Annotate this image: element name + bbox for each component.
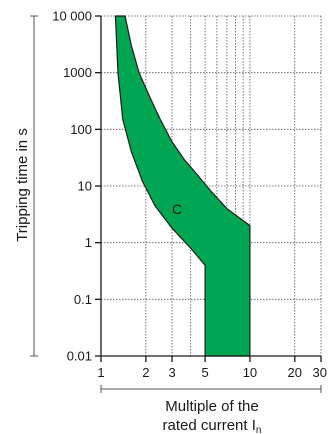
x-axis-title-line1: Multiple of the bbox=[165, 398, 258, 415]
tripping-band-c bbox=[114, 15, 251, 357]
x-axis-title-main: rated current I bbox=[163, 417, 256, 434]
y-tick-label: 1 bbox=[85, 235, 92, 250]
y-tick-label: 1000 bbox=[63, 65, 92, 80]
x-axis-title-line2: rated current In bbox=[163, 417, 262, 434]
y-tick-label: 10 bbox=[78, 179, 92, 194]
y-tick-label: 0.1 bbox=[74, 292, 92, 307]
y-axis-bracket bbox=[30, 15, 38, 357]
x-axis-bracket bbox=[100, 385, 322, 393]
x-tick-label: 30 bbox=[313, 365, 327, 380]
region-layer bbox=[114, 15, 251, 357]
x-tick-label: 2 bbox=[142, 365, 149, 380]
y-tick-label: 0.01 bbox=[67, 349, 92, 364]
tick-label-layer: 0.01 0.1 1 10 100 1000 10 000 1 2 3 5 10 20 30 bbox=[52, 9, 327, 381]
y-axis-title: Tripping time in s bbox=[14, 128, 31, 242]
x-tick-label: 3 bbox=[168, 365, 175, 380]
region-label-c: C bbox=[172, 201, 182, 217]
y-tick-label: 10 000 bbox=[52, 9, 92, 24]
x-tick-label: 1 bbox=[97, 365, 104, 380]
y-tick-label: 100 bbox=[70, 122, 92, 137]
x-tick-label: 5 bbox=[201, 365, 208, 380]
x-tick-label: 10 bbox=[243, 365, 257, 380]
x-axis-title-subscript: n bbox=[256, 425, 262, 434]
x-tick-label: 20 bbox=[288, 365, 302, 380]
